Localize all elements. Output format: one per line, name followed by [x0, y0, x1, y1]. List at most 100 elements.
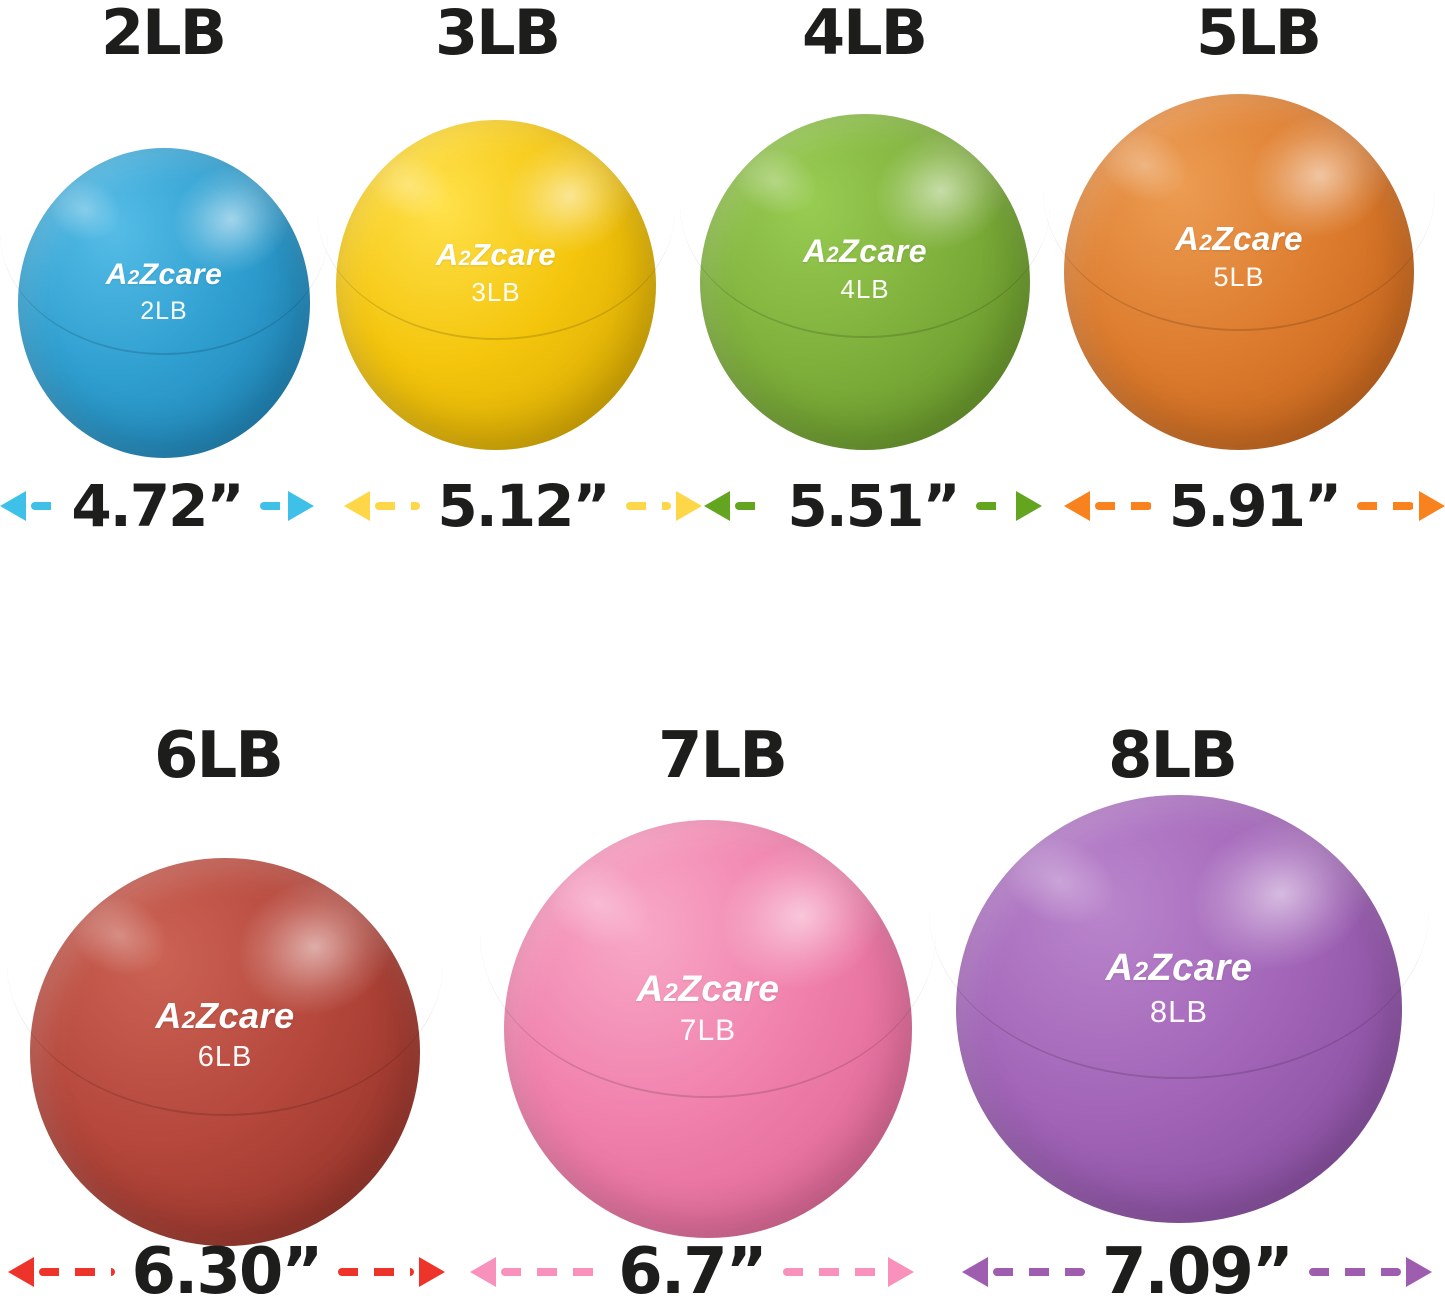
brand-letter: A	[636, 968, 664, 1010]
arrow-left-icon	[962, 1257, 988, 1287]
arrow-dash-line	[735, 502, 771, 510]
ball-weight-label: 4LB	[840, 273, 890, 304]
ball-5lb-label: A2Zcare 5LB	[1064, 222, 1414, 291]
ball-seam-line	[6, 811, 444, 1117]
ball-7lb-label: A2Zcare 7LB	[504, 970, 912, 1046]
dimension-arrow-4lb: 5.51”	[704, 462, 1043, 550]
brand-letter: care	[218, 994, 295, 1036]
brand-logo: A2Zcare	[956, 949, 1402, 987]
arrow-left-icon	[470, 1257, 496, 1287]
ball-3lb-label: A2Zcare 3LB	[336, 239, 656, 305]
arrow-right-icon	[676, 491, 703, 521]
brand-letter: care	[1233, 220, 1303, 258]
brand-letter: 2	[826, 241, 840, 267]
ball-seam-line	[929, 744, 1429, 1080]
brand-letter: Z	[196, 994, 219, 1036]
dimension-arrow-5lb: 5.91”	[1064, 462, 1445, 550]
diameter-value: 5.51”	[787, 472, 960, 540]
diameter-value: 5.12”	[437, 472, 610, 540]
arrow-left-icon	[704, 491, 730, 521]
brand-letter: 2	[663, 979, 679, 1008]
arrow-dash-line	[1308, 1268, 1401, 1276]
ball-8lb: A2Zcare 8LB	[929, 795, 1429, 1223]
brand-logo: A2Zcare	[504, 970, 912, 1007]
arrow-left-icon	[8, 1257, 34, 1287]
diameter-value: 6.30”	[131, 1235, 324, 1309]
ball-weight-label: 7LB	[679, 1014, 737, 1048]
brand-logo: A2Zcare	[1064, 222, 1414, 255]
brand-letter: A	[1105, 947, 1134, 990]
arrow-dash-line	[39, 1268, 115, 1276]
brand-letter: A	[1175, 220, 1200, 258]
ball-6lb-label: A2Zcare 6LB	[30, 994, 420, 1073]
brand-letter: A	[155, 994, 182, 1036]
ball-seam-line	[316, 80, 676, 340]
ball-2lb-label: A2Zcare 2LB	[18, 257, 310, 325]
arrow-right-icon	[419, 1257, 445, 1287]
ball-seam-line	[0, 111, 328, 355]
brand-letter: 2	[181, 1006, 197, 1034]
diameter-value: 4.72”	[71, 472, 244, 540]
title-2lb: 2LB	[101, 0, 227, 69]
arrow-dash-line	[782, 1268, 883, 1276]
ball-weight-label: 3LB	[471, 276, 521, 307]
brand-letter: care	[701, 968, 780, 1010]
dimension-arrow-2lb: 4.72”	[0, 462, 315, 550]
ball-3lb: A2Zcare 3LB	[316, 120, 676, 450]
ball-2lb: A2Zcare 2LB	[0, 148, 328, 458]
ball-5lb: A2Zcare 5LB	[1043, 94, 1435, 450]
brand-logo: A2Zcare	[700, 235, 1030, 267]
title-4lb: 4LB	[802, 0, 928, 69]
brand-letter: A	[105, 257, 128, 291]
dimension-arrow-7lb: 6.7”	[470, 1228, 914, 1311]
dimension-arrow-6lb: 6.30”	[8, 1228, 445, 1311]
arrow-dash-line	[993, 1268, 1086, 1276]
brand-letter: care	[859, 232, 928, 269]
title-3lb: 3LB	[435, 0, 561, 69]
brand-letter: Z	[1212, 220, 1234, 258]
arrow-left-icon	[1064, 491, 1090, 521]
brand-letter: care	[1172, 947, 1253, 990]
dimension-arrow-8lb: 7.09”	[962, 1228, 1432, 1311]
arrow-dash-line	[259, 502, 284, 510]
arrow-dash-line	[501, 1268, 602, 1276]
arrow-right-icon	[288, 491, 315, 521]
diameter-value: 5.91”	[1168, 472, 1342, 540]
brand-letter: Z	[139, 257, 159, 291]
arrow-dash-line	[338, 1268, 414, 1276]
ball-weight-label: 6LB	[197, 1040, 253, 1073]
arrow-dash-line	[1357, 502, 1415, 510]
ball-weight-label: 8LB	[1149, 994, 1209, 1030]
brand-letter: Z	[678, 968, 702, 1010]
ball-seam-line	[680, 74, 1050, 338]
dimension-arrow-3lb: 5.12”	[344, 462, 703, 550]
arrow-left-icon	[344, 491, 370, 521]
arrow-dash-line	[1095, 502, 1152, 510]
brand-letter: A	[435, 236, 459, 272]
brand-letter: Z	[1148, 947, 1173, 990]
diameter-value: 6.7”	[618, 1235, 767, 1309]
arrow-right-icon	[1419, 491, 1445, 521]
brand-logo: A2Zcare	[18, 257, 310, 291]
ball-seam-line	[479, 770, 937, 1098]
ball-6lb: A2Zcare 6LB	[6, 858, 444, 1246]
ball-weight-label: 5LB	[1213, 262, 1265, 293]
brand-letter: 2	[1199, 230, 1213, 256]
ball-weight-label: 2LB	[140, 296, 188, 325]
title-6lb: 6LB	[153, 719, 284, 793]
arrow-dash-line	[31, 502, 55, 510]
arrow-dash-line	[375, 502, 421, 510]
brand-letter: 2	[127, 266, 140, 289]
ball-7lb: A2Zcare 7LB	[479, 820, 937, 1238]
brand-letter: care	[490, 236, 557, 272]
ball-4lb-label: A2Zcare 4LB	[700, 235, 1030, 302]
arrow-right-icon	[1406, 1257, 1432, 1287]
brand-logo: A2Zcare	[336, 239, 656, 270]
arrow-right-icon	[1016, 491, 1043, 521]
ball-8lb-label: A2Zcare 8LB	[956, 949, 1402, 1027]
arrow-dash-line	[975, 502, 1012, 510]
brand-letter: 2	[1133, 958, 1149, 987]
ball-seam-line	[1043, 51, 1435, 331]
arrow-dash-line	[625, 502, 672, 510]
